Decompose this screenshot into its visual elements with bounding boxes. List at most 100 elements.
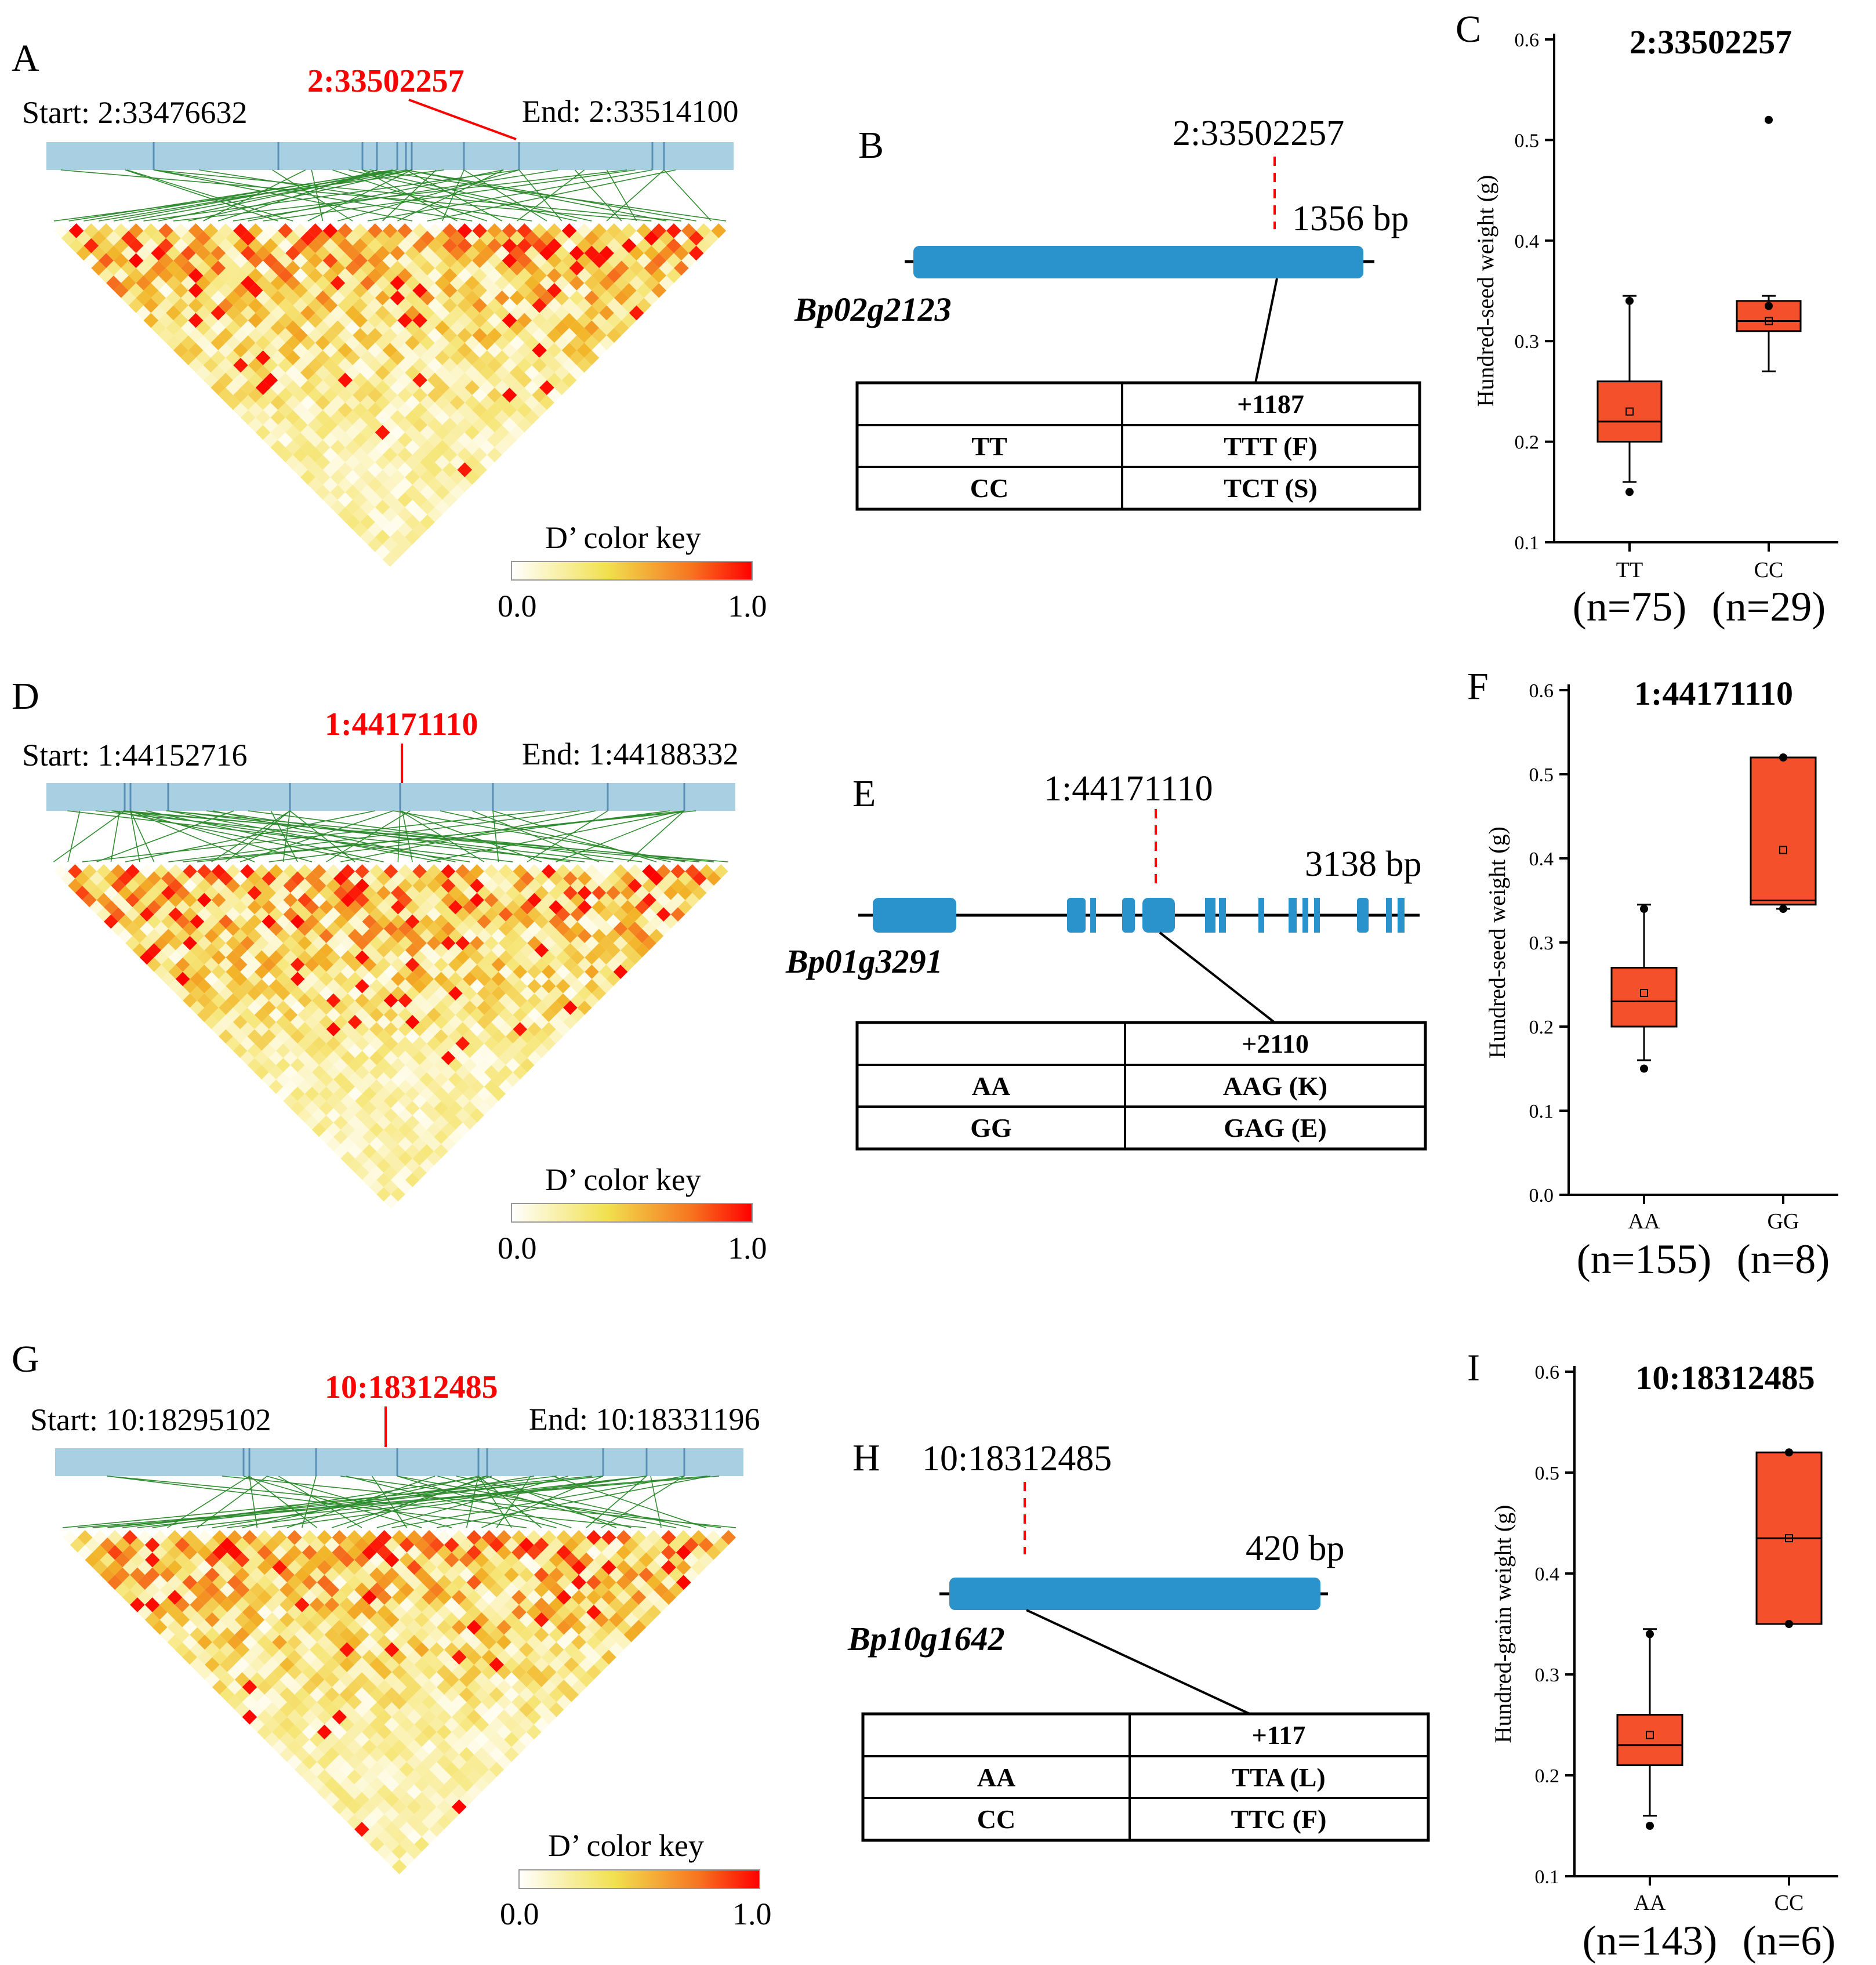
boxplot-i: 10:18312485 Hundred-grain weight (g) 0.1 0.… [1490, 1359, 1838, 1964]
box-aa [1610, 904, 1678, 1073]
y-axis-label: Hundred-seed weight (g) [1484, 826, 1510, 1058]
ld-end-label: End: 10:18331196 [529, 1402, 760, 1437]
exon [1205, 898, 1215, 933]
row-1: A 2:33502257 Start: 2:33476632 End: 2:33… [12, 8, 1838, 630]
exon [1142, 898, 1175, 933]
y-tick-label: 0.6 [1529, 680, 1554, 702]
y-tick-label: 0.3 [1529, 933, 1554, 954]
mean-marker [1785, 1534, 1793, 1543]
boxplot-f: 1:44171110 Hundred-seed weight (g) 0.0 0.1 0… [1484, 675, 1838, 1282]
snp-connector-lines [53, 810, 728, 862]
ld-block-a [46, 142, 734, 567]
ld-start-label: Start: 1:44152716 [22, 738, 248, 773]
table-codon: GAG (E) [1224, 1113, 1327, 1143]
sample-count-label: (n=155) [1577, 1236, 1712, 1282]
x-category-label: CC [1775, 1891, 1804, 1915]
y-tick-label: 0.6 [1515, 30, 1540, 51]
y-tick-label: 0.5 [1535, 1463, 1560, 1484]
outlier-point [1640, 1064, 1648, 1073]
gene-callout-line [1254, 278, 1278, 383]
ld-snp-label: 2:33502257 [307, 63, 465, 99]
outlier-point [1765, 302, 1773, 310]
x-category-label: CC [1754, 558, 1784, 582]
box-body [1610, 967, 1678, 1028]
exon [1314, 898, 1320, 933]
ld-end-label: End: 2:33514100 [522, 94, 739, 129]
y-tick-label: 0.2 [1535, 1765, 1560, 1787]
sample-count-label: (n=143) [1583, 1917, 1718, 1964]
y-tick-label: 0.4 [1529, 849, 1554, 870]
ld-triangle [53, 864, 728, 1209]
ld-triangle [62, 1530, 736, 1875]
box-body [1750, 756, 1817, 906]
exon [1302, 898, 1308, 933]
box-body [1596, 380, 1663, 443]
exon [1219, 898, 1226, 933]
x-category-label: AA [1634, 1891, 1666, 1915]
panel-label-f: F [1467, 665, 1489, 708]
y-tick-label: 0.1 [1529, 1101, 1554, 1122]
table-codon: AAG (K) [1223, 1071, 1327, 1101]
table-genotype: AA [977, 1763, 1015, 1792]
table-genotype: GG [970, 1113, 1012, 1143]
color-key-title: D’ color key [548, 1828, 704, 1863]
color-key-title: D’ color key [545, 1162, 701, 1197]
table-genotype: CC [977, 1804, 1015, 1834]
outlier-point [1779, 753, 1787, 762]
table-codon: TTA (L) [1232, 1763, 1325, 1792]
panel-label-i: I [1467, 1347, 1480, 1389]
gene-snp-label: 2:33502257 [1173, 114, 1344, 153]
x-category-label: GG [1768, 1209, 1799, 1234]
outlier-point [1625, 488, 1634, 496]
row-3: G 10:18312485 Start: 10:18295102 End: 10… [12, 1338, 1838, 1964]
panel-label-a: A [12, 37, 39, 79]
color-key-gradient [511, 561, 753, 581]
y-tick-label: 0.4 [1535, 1564, 1560, 1585]
ld-block-g [55, 1448, 743, 1875]
panel-label-e: E [852, 773, 876, 815]
ld-start-label: Start: 10:18295102 [30, 1402, 271, 1437]
gene-length: 1356 bp [1292, 199, 1409, 238]
panel-label-g: G [12, 1338, 39, 1380]
mean-marker [1779, 846, 1787, 854]
outlier-point [1625, 296, 1634, 305]
x-category-label: TT [1616, 558, 1643, 582]
y-tick-label: 0.2 [1529, 1017, 1554, 1038]
exon [1122, 898, 1135, 933]
y-tick-label: 0.5 [1515, 130, 1540, 151]
gene-length: 420 bp [1246, 1529, 1345, 1568]
box-aa [1616, 1628, 1683, 1830]
box-body [1736, 300, 1802, 332]
gene-snp-label: 10:18312485 [922, 1439, 1112, 1478]
ld-block-d [46, 783, 735, 1209]
mean-marker [1765, 317, 1773, 325]
snp-connector-lines [53, 169, 727, 222]
ld-triangle [53, 223, 727, 567]
ld-snp-label: 1:44171110 [325, 706, 478, 742]
box-cc [1755, 1448, 1823, 1628]
box-tt [1596, 295, 1663, 496]
x-category-label: AA [1628, 1209, 1660, 1234]
outlier-point [1779, 905, 1787, 913]
color-key-min: 0.0 [498, 589, 537, 623]
y-axis-label: Hundred-grain weight (g) [1490, 1505, 1516, 1743]
table-codon: TTT (F) [1224, 432, 1317, 461]
y-tick-label: 0.4 [1515, 231, 1540, 252]
color-key-gradient [511, 1203, 753, 1223]
exons [873, 898, 1405, 933]
chart-title: 1:44171110 [1634, 675, 1793, 712]
mean-marker [1646, 1731, 1654, 1739]
color-key-max: 1.0 [728, 589, 767, 623]
box-cc [1736, 115, 1802, 372]
color-key-title: D’ color key [545, 520, 701, 555]
panel-label-b: B [858, 124, 884, 166]
table-codon: TCT (S) [1224, 473, 1317, 503]
color-key-min: 0.0 [498, 1231, 537, 1266]
allele-table: +1187 TT TTT (F) CC TCT (S) [855, 381, 1421, 511]
box-gg [1750, 753, 1817, 913]
y-tick-label: 0.3 [1535, 1665, 1560, 1686]
exon [1357, 898, 1369, 933]
y-tick-label: 0.6 [1535, 1362, 1560, 1383]
exon [1258, 898, 1264, 933]
